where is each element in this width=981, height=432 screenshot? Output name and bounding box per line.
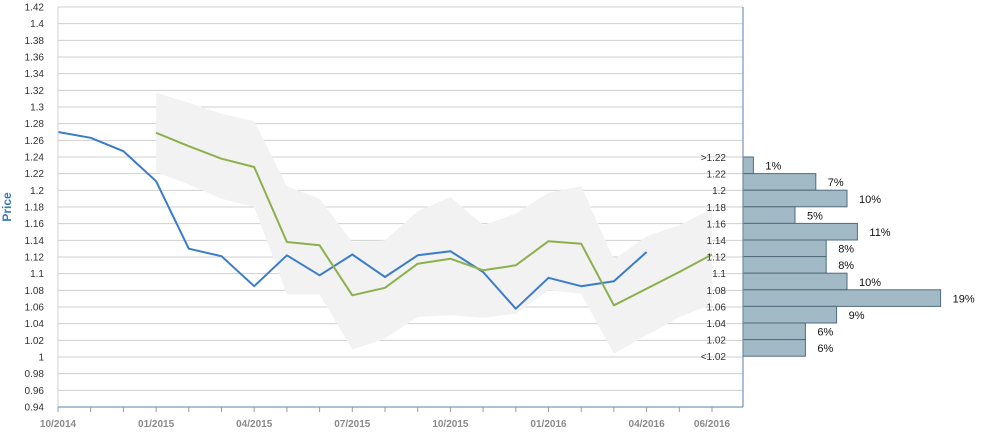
y-tick-label: 1.1: [30, 269, 44, 280]
distribution-histogram: 1% 7% 10% 5% 11% 8% 8% 10% 19% 9% 6% 6% >1.22 1.22 1.2…: [701, 153, 975, 363]
histogram-value-label: 11%: [869, 227, 890, 239]
histogram-bin-label: 1.06: [707, 302, 727, 313]
y-axis-label: Price: [0, 192, 14, 222]
histogram-bin-label: 1.02: [707, 336, 727, 347]
histogram-bin-label: 1.2: [712, 186, 726, 197]
x-tick-label: 10/2014: [40, 419, 77, 430]
y-tick-label: 1.3: [30, 103, 44, 114]
y-tick-label: 1.06: [25, 303, 45, 314]
y-tick-label: 1.38: [25, 36, 45, 47]
histogram-value-label: 6%: [817, 343, 833, 355]
y-tick-label: 1.24: [25, 153, 45, 164]
histogram-bin-label: 1.14: [707, 236, 727, 247]
histogram-value-label: 7%: [828, 177, 844, 189]
y-tick-label: 1.14: [25, 236, 45, 247]
histogram-bar: [742, 322, 806, 341]
y-tick-label: 1.36: [25, 53, 45, 64]
histogram-bin-label: >1.22: [701, 153, 727, 164]
histogram-bin-label: 1.22: [707, 170, 727, 181]
histogram-bar: [742, 239, 827, 258]
y-tick-label: 0.98: [25, 369, 45, 380]
histogram-value-label: 6%: [817, 327, 833, 339]
x-tick-label: 10/2015: [432, 419, 469, 430]
x-tick-label: 01/2016: [530, 419, 567, 430]
histogram-bin-label: 1.18: [707, 203, 727, 214]
series-lines: [57, 131, 713, 310]
y-tick-label: 1.4: [30, 19, 44, 30]
x-tick-label: 07/2015: [334, 419, 371, 430]
y-tick-label: 1.12: [25, 253, 45, 264]
y-tick-label: 1.28: [25, 119, 45, 130]
histogram-bar: [742, 189, 848, 208]
y-tick-label: 1.02: [25, 336, 45, 347]
series-line-green: [155, 131, 713, 307]
y-tick-label: 1.2: [30, 186, 44, 197]
histogram-value-label: 8%: [838, 260, 854, 272]
histogram-bar: [742, 156, 754, 175]
histogram-bar: [742, 272, 848, 291]
y-tick-label: 1.18: [25, 203, 45, 214]
grid-lines: [58, 6, 743, 408]
x-tick-label: 01/2015: [138, 419, 175, 430]
histogram-value-label: 10%: [859, 277, 881, 289]
histogram-value-label: 5%: [807, 210, 823, 222]
histogram-bin-label: 1.12: [707, 253, 727, 264]
histogram-bin-label: 1.16: [707, 219, 727, 230]
y-tick-label: 1.34: [25, 69, 45, 80]
histogram-bin-label: 1.08: [707, 286, 727, 297]
confidence-band: [156, 92, 713, 354]
histogram-value-label: 19%: [953, 293, 975, 305]
histogram-bar: [742, 256, 827, 274]
forecast-band: [156, 92, 713, 354]
x-tick-label: 06/2016: [694, 419, 731, 430]
axes: [57, 7, 744, 412]
histogram-bar: [742, 206, 796, 224]
y-tick-label: 0.94: [25, 403, 45, 414]
histogram-bar: [742, 305, 838, 324]
histogram-bin-label: 1.1: [712, 269, 726, 280]
histogram-bar: [742, 289, 942, 307]
histogram-value-label: 1%: [765, 161, 781, 173]
histogram-bin-label: 1.04: [707, 319, 727, 330]
y-tick-label: 1.04: [25, 319, 45, 330]
y-tick-label: 1.42: [25, 3, 45, 14]
x-tick-label: 04/2015: [236, 419, 273, 430]
histogram-bar: [742, 173, 817, 191]
histogram-value-label: 9%: [849, 310, 865, 322]
series-line-blue: [57, 131, 648, 310]
histogram-bar: [742, 222, 858, 241]
y-tick-label: 0.96: [25, 386, 45, 397]
y-tick-label: 1: [38, 353, 44, 364]
y-tick-labels: 0.94 0.96 0.98 1 1.02 1.04 1.06 1.08 1.1 1.12 1.14…: [25, 3, 45, 414]
y-tick-label: 1.26: [25, 136, 45, 147]
x-tick-label: 04/2016: [629, 419, 666, 430]
histogram-bar: [742, 339, 806, 357]
y-tick-label: 1.08: [25, 286, 45, 297]
x-tick-labels: 10/2014 01/2015 04/2015 07/2015 10/2015 01/20…: [40, 419, 731, 430]
histogram-value-label: 8%: [838, 244, 854, 256]
y-tick-label: 1.32: [25, 86, 45, 97]
y-tick-label: 1.16: [25, 219, 45, 230]
histogram-bin-label: <1.02: [701, 352, 727, 363]
histogram-value-label: 10%: [859, 194, 881, 206]
y-tick-label: 1.22: [25, 169, 45, 180]
